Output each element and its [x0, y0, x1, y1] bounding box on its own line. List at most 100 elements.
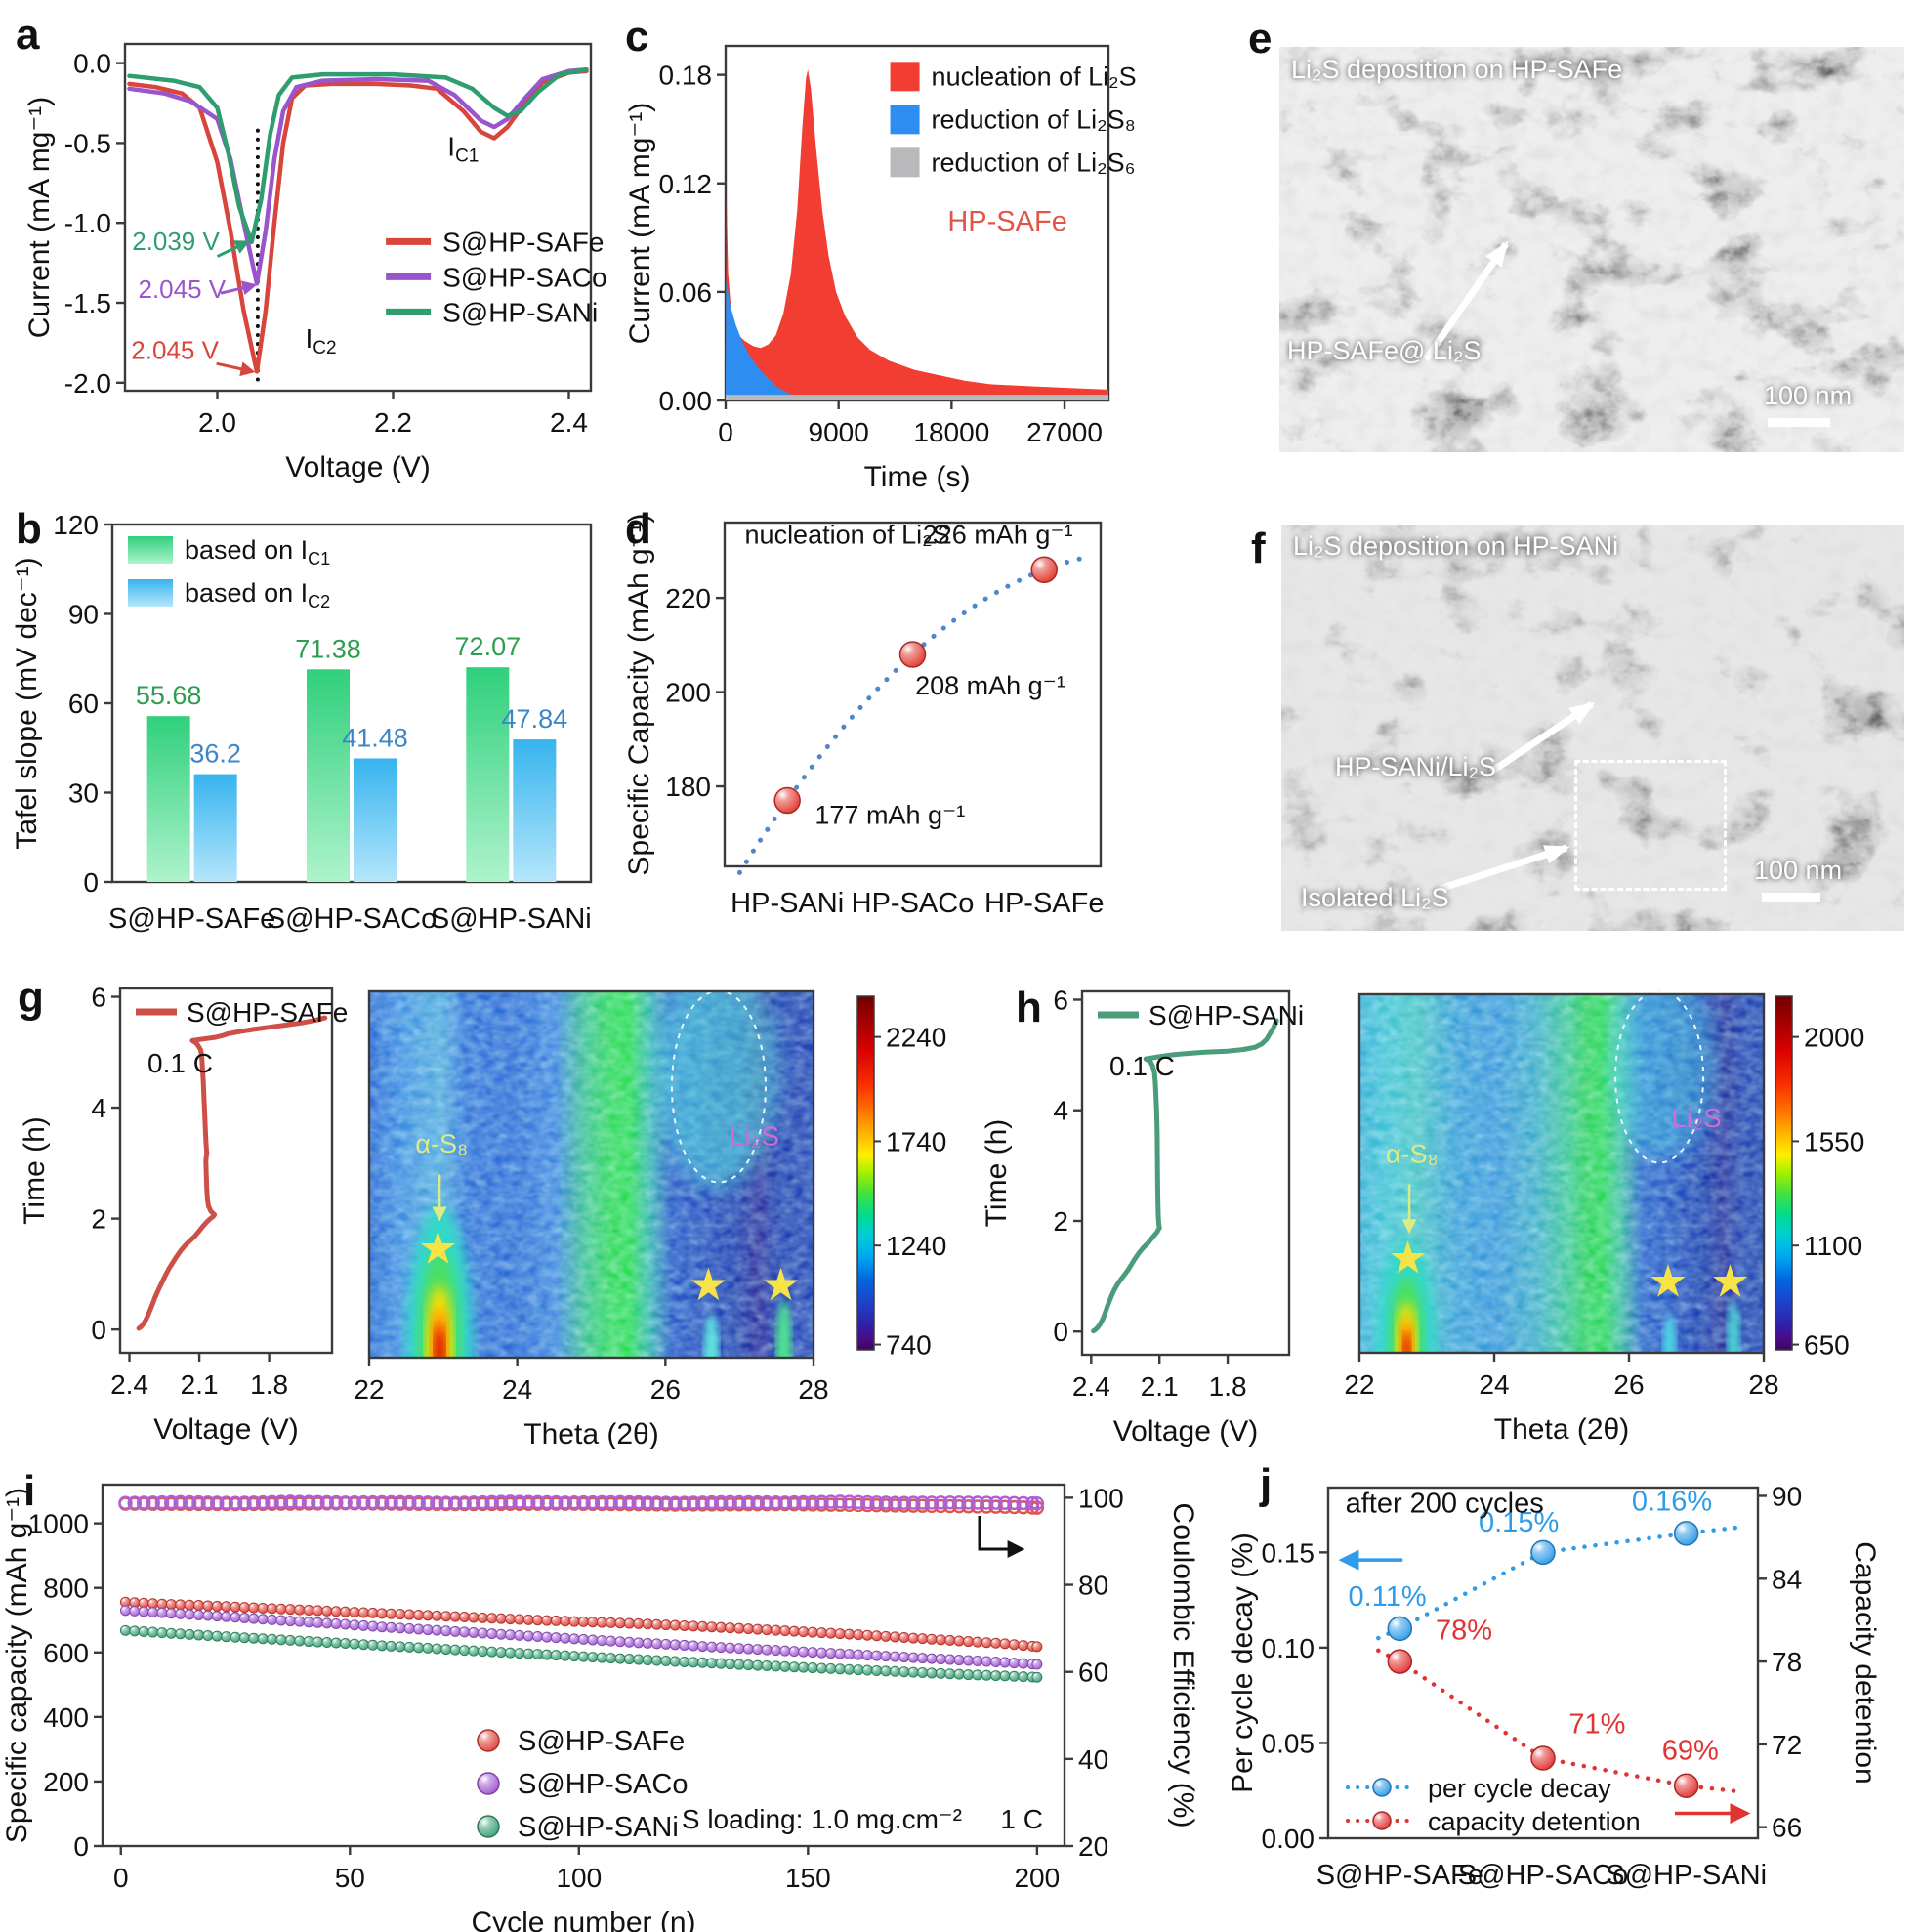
capacity-marker: [422, 1642, 434, 1654]
x-tick-label: 22: [1344, 1369, 1374, 1400]
annotation-arrow: [1489, 701, 1596, 775]
y-tick-label: -1.5: [64, 288, 111, 318]
capacity-marker: [422, 1610, 434, 1621]
capacity-marker: [202, 1630, 214, 1642]
y-tick-label: 0.10: [1262, 1633, 1315, 1663]
capacity-marker: [907, 1652, 919, 1663]
capacity-marker: [303, 1636, 314, 1648]
y-axis-title: Tafel slope (mV dec⁻¹): [11, 557, 43, 849]
panel-label-i: i: [23, 1467, 36, 1515]
capacity-marker: [202, 1610, 214, 1621]
capacity-marker: [963, 1655, 974, 1666]
capacity-marker: [651, 1618, 663, 1630]
capacity-marker: [761, 1659, 773, 1671]
y-tick-label: 0.06: [659, 277, 713, 308]
sem-clouds: [1279, 47, 1904, 452]
panel-label-j: j: [1260, 1460, 1273, 1508]
capacity-marker: [312, 1605, 323, 1617]
capacity-marker: [386, 1640, 397, 1652]
li2s-patch: [1608, 994, 1717, 1159]
y-axis-title: Specific capacity (mAh g⁻¹): [1, 1488, 33, 1843]
capacity-marker: [522, 1630, 534, 1642]
ce-marker: [832, 1494, 848, 1509]
li2s-label: Li₂S: [730, 1121, 779, 1152]
x-tick-label: 28: [1748, 1369, 1778, 1400]
x-axis-title: Theta (2θ): [523, 1418, 658, 1450]
ce-marker: [393, 1494, 408, 1510]
sem-image-hp-safe: Li₂S deposition on HP-SAFe HP-SAFe@ Li₂S…: [1279, 47, 1904, 452]
capacity-marker: [440, 1625, 452, 1637]
ce-marker: [438, 1495, 453, 1510]
capacity-marker: [587, 1617, 599, 1628]
capacity-marker: [880, 1665, 892, 1677]
capacity-marker: [340, 1638, 352, 1650]
star-marker: ★: [418, 1223, 458, 1274]
capacity-marker: [972, 1636, 983, 1648]
colorbar: [1775, 995, 1793, 1351]
capacity-marker: [321, 1637, 333, 1649]
capacity-marker: [129, 1605, 141, 1617]
capacity-marker: [898, 1666, 910, 1678]
capacity-marker: [880, 1651, 892, 1662]
capacity-marker: [907, 1632, 919, 1644]
star-marker: ★: [1648, 1256, 1688, 1307]
plot-frame: [723, 521, 1103, 868]
capacity-marker: [614, 1636, 626, 1648]
capacity-marker: [431, 1643, 442, 1655]
ce-marker: [566, 1495, 582, 1510]
capacity-marker: [981, 1669, 992, 1681]
capacity-marker: [779, 1625, 791, 1637]
ce-marker: [805, 1494, 820, 1510]
capacity-marker: [257, 1633, 269, 1645]
capacity-marker: [230, 1601, 241, 1613]
ce-marker: [273, 1494, 289, 1509]
ce-marker: [228, 1495, 243, 1510]
capacity-marker: [459, 1626, 471, 1638]
voltage-time-curve: [1091, 1018, 1279, 1334]
capacity-marker: [495, 1628, 507, 1640]
panel-label-g: g: [18, 974, 44, 1022]
y-tick-label: 4: [91, 1093, 106, 1123]
bar: [146, 716, 190, 882]
capacity-marker: [807, 1647, 818, 1659]
capacity-marker: [165, 1599, 177, 1611]
legend-swatch: [477, 1815, 500, 1838]
xrd-streak: [1662, 1315, 1677, 1353]
capacity-marker: [706, 1641, 718, 1653]
capacity-marker: [303, 1617, 314, 1628]
panel-label-c: c: [625, 13, 649, 61]
capacity-marker: [660, 1656, 672, 1667]
capacity-marker: [606, 1653, 617, 1664]
capacity-marker: [495, 1647, 507, 1659]
capacity-marker: [963, 1669, 974, 1681]
capacity-marker: [917, 1653, 929, 1664]
capacity-marker: [752, 1644, 764, 1656]
r-axis-title: Capacity detention: [1849, 1541, 1881, 1785]
decay-retention-chart: 0.00 0.05 0.10 0.15 66 72 78 84 90 Per cycle deca…: [1227, 1481, 1881, 1891]
capacity-marker: [898, 1652, 910, 1663]
capacity-marker: [669, 1656, 681, 1667]
category-label: HP-SAFe: [984, 888, 1104, 919]
plot-frame: [1357, 992, 1766, 1355]
capacity-marker: [477, 1627, 488, 1639]
retention-point: [1387, 1649, 1413, 1674]
capacity-marker: [771, 1624, 781, 1636]
sem-clouds: [1281, 525, 1904, 931]
colorbar-tick-label: 1240: [886, 1231, 946, 1261]
xrd-hotspot: [434, 1326, 445, 1358]
capacity-marker: [788, 1646, 800, 1658]
capacity-marker: [175, 1628, 187, 1640]
ce-marker: [869, 1495, 884, 1510]
ce-marker: [329, 1494, 344, 1510]
ce-marker: [649, 1495, 664, 1510]
capacity-marker: [449, 1611, 461, 1622]
ce-marker: [741, 1494, 756, 1510]
legend-marker: [1372, 1778, 1392, 1797]
ce-marker: [374, 1494, 390, 1510]
capacity-marker: [504, 1629, 516, 1641]
capacity-marker: [578, 1616, 589, 1627]
ce-marker: [750, 1494, 765, 1510]
x-tick-label: 27000: [1026, 417, 1103, 447]
ce-marker: [127, 1495, 143, 1510]
capacity-marker: [706, 1621, 718, 1633]
